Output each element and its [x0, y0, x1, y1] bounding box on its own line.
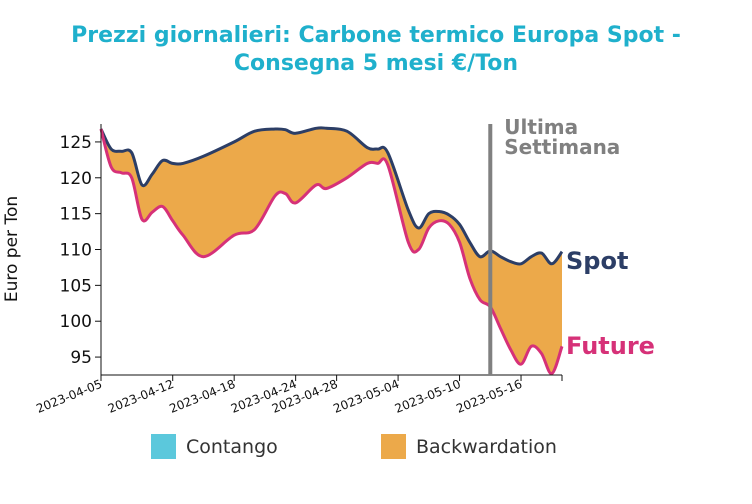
series-line-spot [99, 126, 564, 266]
x-tick-label: 2023-05-10 [393, 377, 463, 416]
x-tick-label: 2023-04-12 [106, 377, 176, 416]
x-tick-label: 2023-05-16 [454, 377, 524, 416]
x-tick-label: 2023-05-04 [331, 377, 401, 416]
backwardation-area [101, 127, 562, 374]
series-labels: Spot Future [566, 247, 655, 360]
x-tick-label: 2023-04-18 [167, 377, 237, 416]
y-tick-label: 105 [60, 276, 92, 296]
legend: Contango Backwardation [151, 434, 557, 459]
y-tick-label: 120 [60, 169, 92, 189]
series-label-spot: Spot [566, 247, 628, 275]
legend-swatch-contango [151, 434, 176, 459]
series-line-future [99, 128, 564, 376]
legend-label-contango: Contango [186, 436, 278, 458]
legend-label-backwardation: Backwardation [416, 436, 557, 458]
last-week-marker: Ultima Settimana [488, 115, 620, 375]
y-axis-label: Euro per Ton [2, 196, 22, 302]
chart-title: Prezzi giornalieri: Carbone termico Euro… [0, 22, 752, 78]
legend-swatch-backwardation [381, 434, 406, 459]
last-week-label-line1: Ultima [504, 115, 578, 139]
series-label-future: Future [566, 332, 655, 360]
y-ticks: 95 100 105 110 115 120 125 [60, 133, 101, 368]
y-tick-label: 115 [60, 205, 92, 225]
x-ticks: 2023-04-05 2023-04-122023-04-182023-04-24… [34, 375, 563, 416]
last-week-label-line2: Settimana [504, 135, 620, 159]
spread-fill-layer [101, 127, 562, 374]
y-tick-label: 110 [60, 241, 92, 261]
chart-title-line1: Prezzi giornalieri: Carbone termico Euro… [71, 23, 681, 48]
chart-title-line2: Consegna 5 mesi €/Ton [233, 51, 519, 76]
y-tick-label: 95 [70, 348, 92, 368]
series-line-layer [99, 126, 564, 376]
x-tick-label: 2023-04-05 [34, 377, 104, 416]
y-tick-label: 125 [60, 133, 92, 153]
y-tick-label: 100 [60, 312, 92, 332]
